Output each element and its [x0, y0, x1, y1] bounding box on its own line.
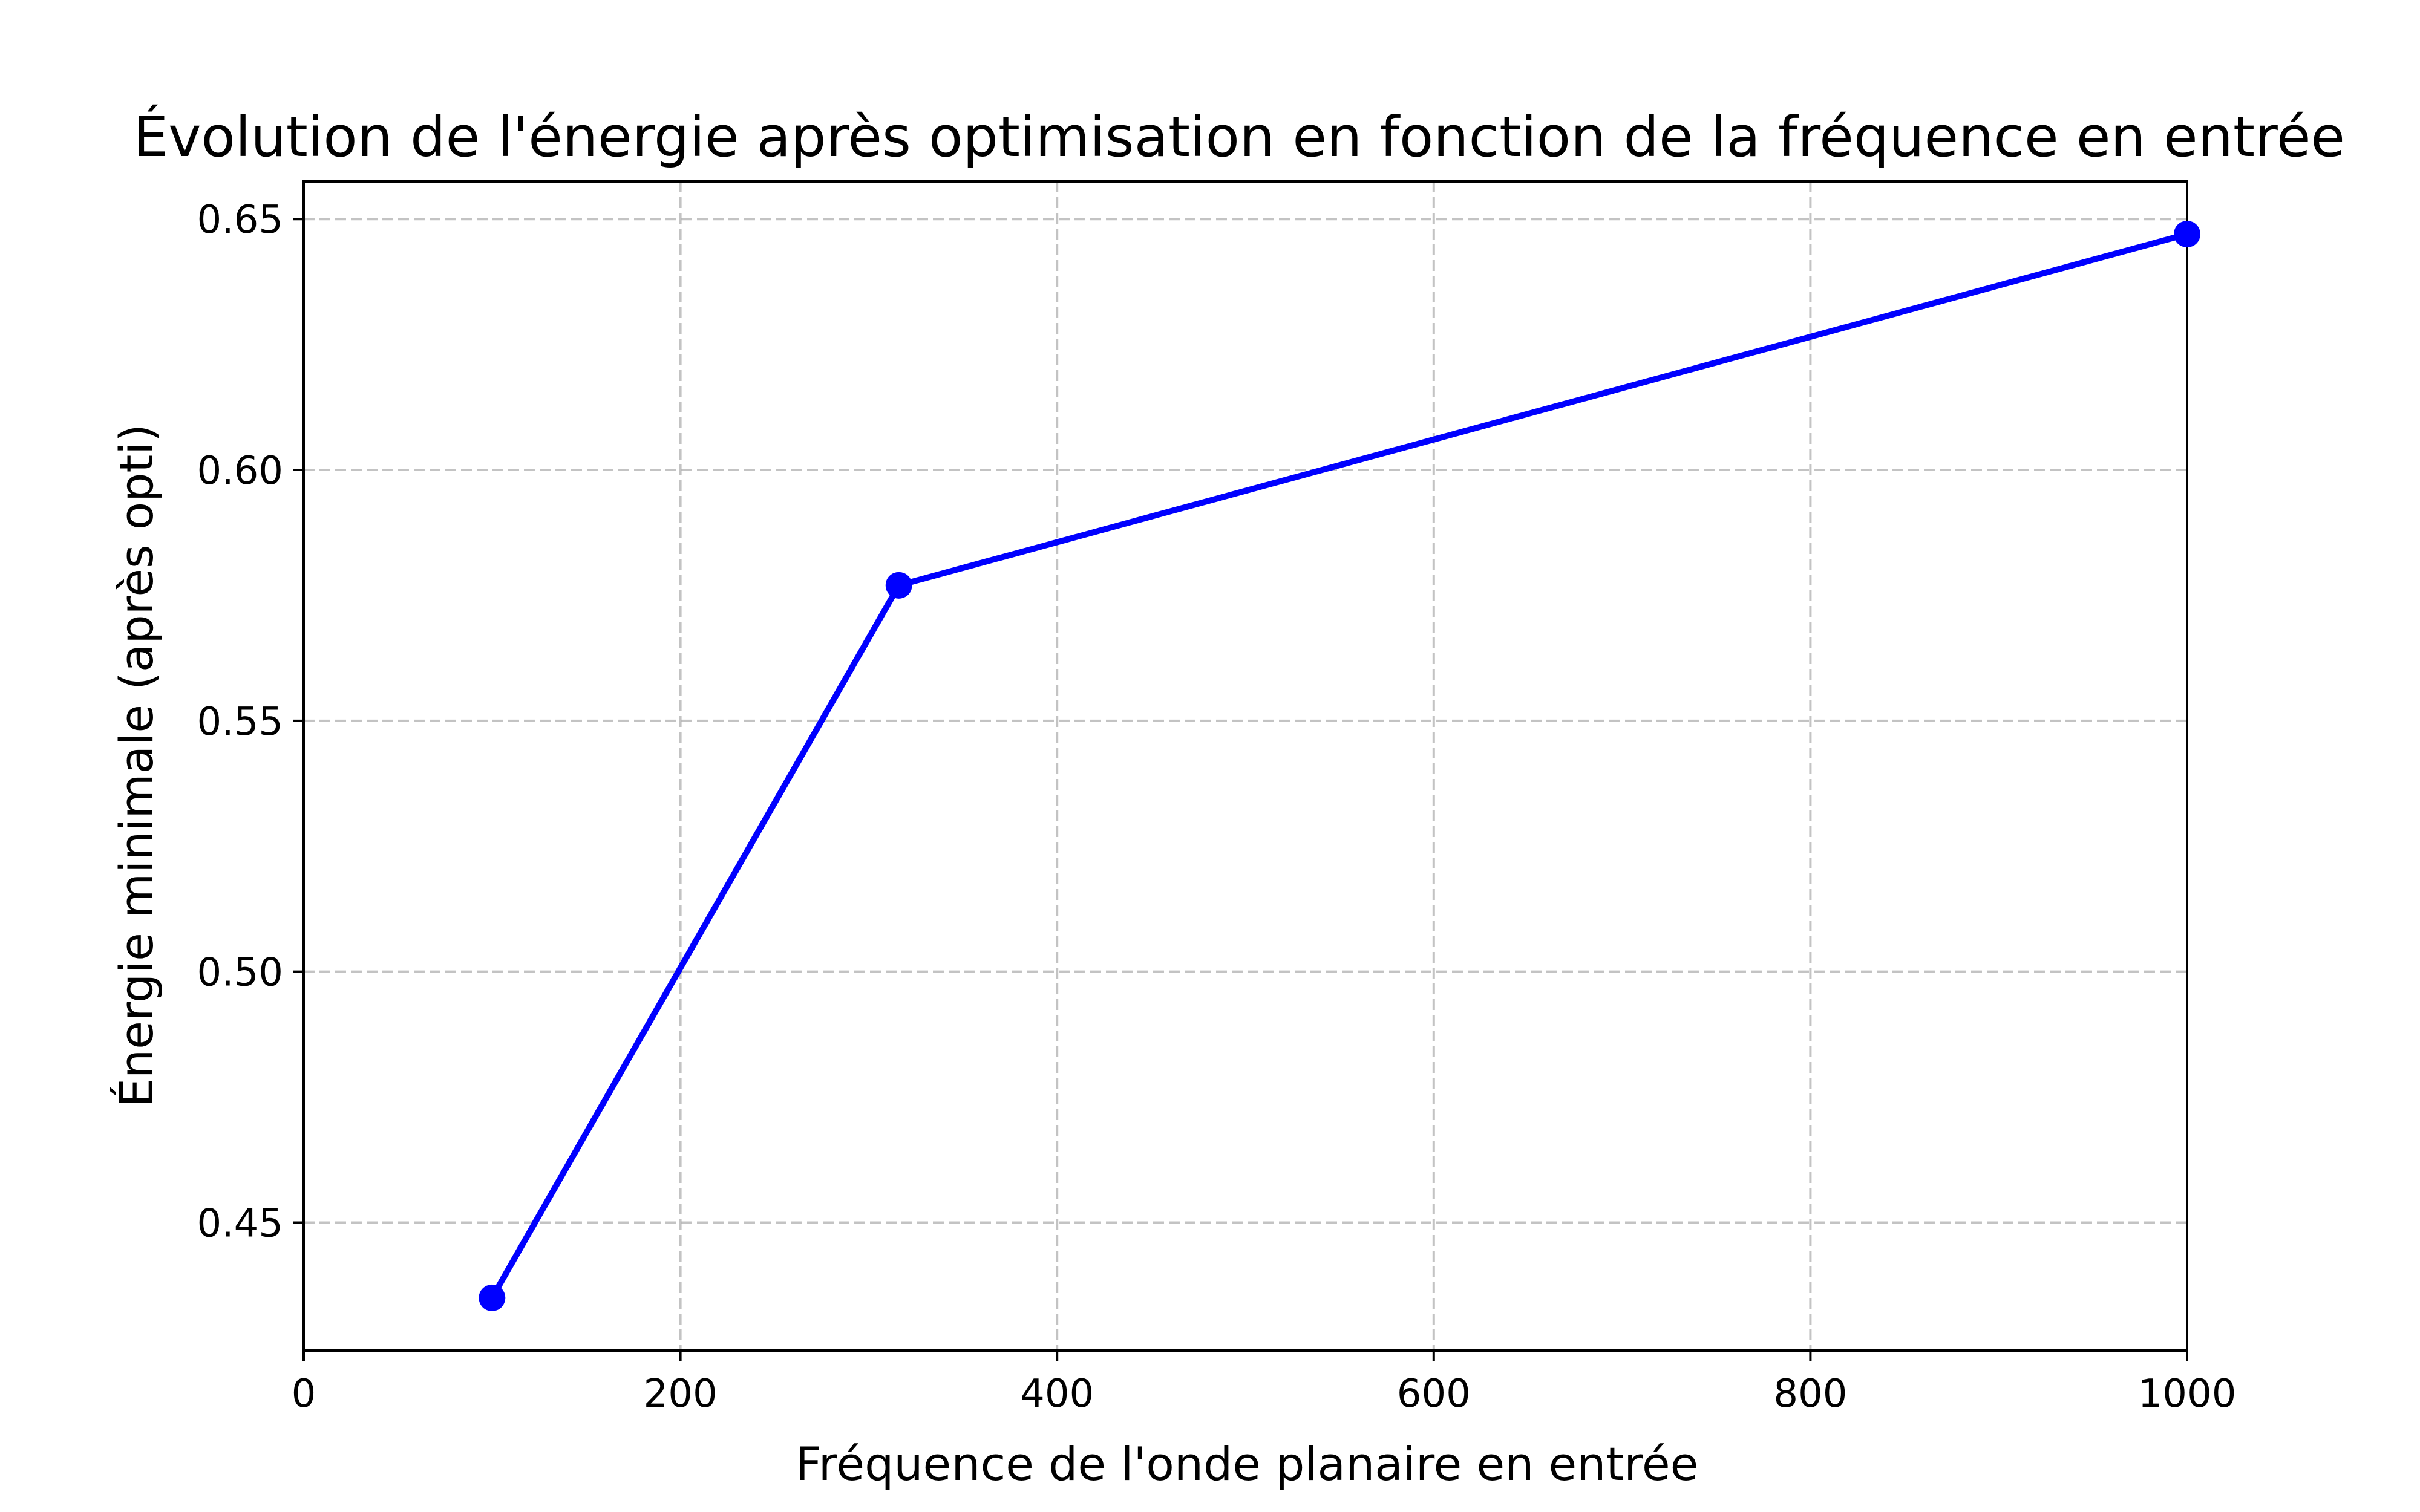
- x-tick-label: 400: [1020, 1372, 1094, 1416]
- x-tick-label: 0: [292, 1372, 316, 1416]
- data-point: [885, 572, 912, 599]
- y-tick-label: 0.45: [197, 1201, 284, 1246]
- x-tick-label: 200: [644, 1372, 718, 1416]
- data-point: [479, 1284, 506, 1311]
- x-tick-label: 800: [1773, 1372, 1847, 1416]
- axes-layer: 0 200 400 600 800 1000 0.45 0.50 0.55 0.60 0.65: [197, 180, 2237, 1416]
- chart-title: Évolution de l'énergie après optimisatio…: [133, 104, 2345, 169]
- series-layer: [479, 221, 2200, 1311]
- x-axis-label: Fréquence de l'onde planaire en entrée: [796, 1437, 1699, 1491]
- y-tick-label: 0.50: [197, 951, 284, 996]
- axes-frame: [302, 180, 2188, 1352]
- data-point: [2174, 221, 2200, 248]
- y-axis-label: Énergie minimale (après opti): [110, 424, 163, 1107]
- x-tick-label: 1000: [2138, 1372, 2237, 1416]
- y-tick-label: 0.55: [197, 700, 284, 745]
- y-tick-label: 0.60: [197, 449, 284, 494]
- y-tick-label: 0.65: [197, 198, 284, 243]
- x-tick-label: 600: [1397, 1372, 1471, 1416]
